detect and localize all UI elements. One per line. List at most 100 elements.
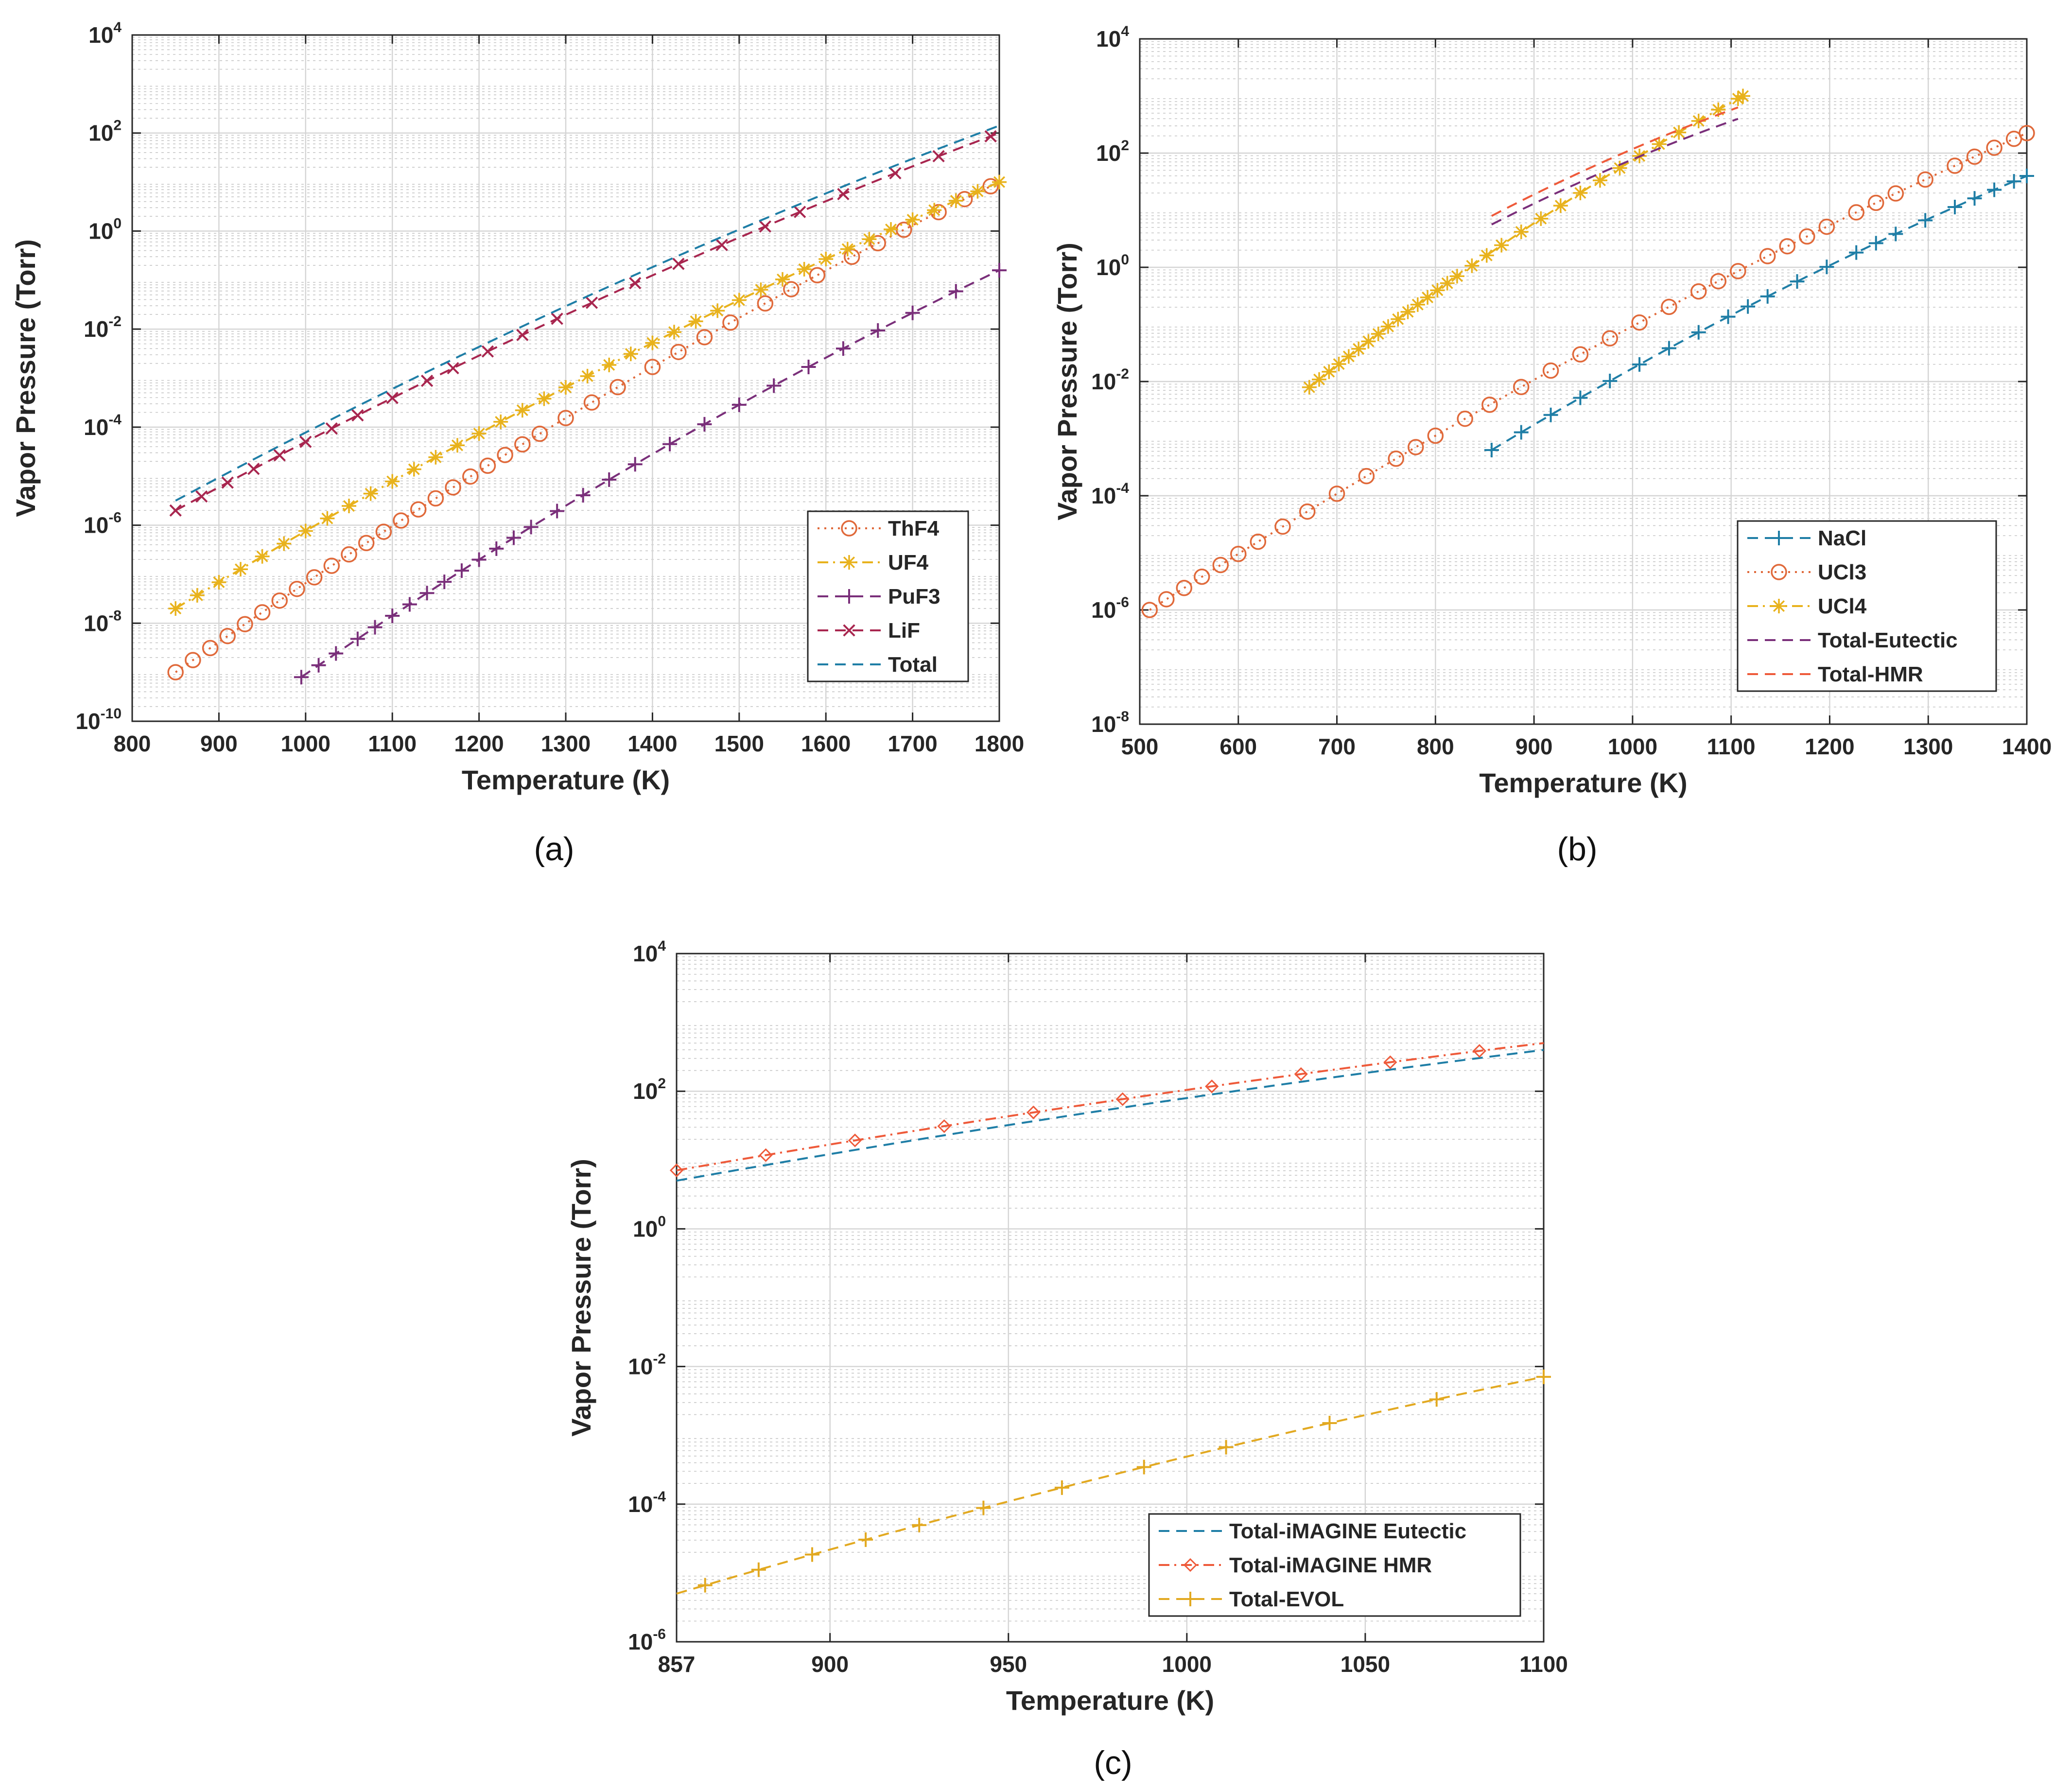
- series-uf4-marker: [927, 203, 942, 218]
- y-tick-label: 102: [1096, 138, 1129, 166]
- series-lif-marker: [386, 392, 399, 404]
- x-tick-label: 1700: [888, 731, 937, 756]
- series-thf4-marker: [219, 627, 236, 644]
- series-nacl-line: [1491, 175, 2027, 451]
- series-uf4-marker: [602, 357, 617, 372]
- series-thf4-marker: [696, 329, 713, 346]
- series-ucl3-marker: [1818, 218, 1835, 235]
- series-ucl4-marker: [1652, 137, 1667, 152]
- series-ucl3-marker: [1779, 238, 1795, 255]
- series-uf4-marker: [753, 282, 768, 297]
- series-ucl3-marker: [2019, 125, 2035, 141]
- series-puf3-marker: [731, 397, 747, 412]
- series-total-imagine-hmr-marker: [848, 1133, 862, 1148]
- series-nacl-marker: [1967, 191, 1982, 206]
- series-thf4-marker: [289, 580, 305, 597]
- series-nacl-marker: [1691, 325, 1706, 340]
- series-ucl3-marker: [1730, 263, 1746, 279]
- legend-entry: UCl3: [1818, 560, 1866, 584]
- series-ucl3-marker: [1328, 486, 1345, 502]
- series-ucl3-marker: [1966, 148, 1983, 165]
- series-nacl-marker: [1849, 245, 1864, 260]
- legend-swatch-marker: [843, 624, 855, 637]
- series-ucl4-marker: [1730, 91, 1745, 106]
- series-ucl4-marker: [1430, 283, 1445, 298]
- series-nacl-marker: [1484, 443, 1499, 457]
- y-tick-label: 10-8: [1091, 709, 1129, 737]
- x-axis-label: Temperature (K): [462, 765, 670, 795]
- panel-label-b: (b): [1557, 831, 1597, 868]
- series-thf4-marker: [202, 640, 219, 657]
- series-ucl4-marker: [1494, 238, 1509, 253]
- plot-frame: [676, 953, 1545, 1643]
- series-uf4-marker: [385, 474, 400, 489]
- series-ucl4-marker: [1514, 224, 1529, 239]
- series-ucl4-marker: [1592, 173, 1607, 188]
- series-thf4-marker: [497, 447, 513, 463]
- series-ucl4-marker: [1464, 258, 1480, 273]
- series-nacl-marker: [1868, 236, 1883, 251]
- series-total-imagine-eutectic-line: [676, 1049, 1544, 1182]
- legend-entry: PuF3: [888, 585, 940, 609]
- series-ucl3-marker: [1274, 518, 1291, 535]
- y-tick-label: 10-4: [1091, 480, 1129, 508]
- legend-swatch-marker: [1183, 1558, 1198, 1572]
- y-tick-label: 10-6: [84, 510, 122, 538]
- series-puf3-marker: [992, 263, 1007, 278]
- series-lif-marker: [481, 345, 494, 358]
- series-nacl-marker: [1987, 182, 2002, 197]
- series-total-imagine-hmr-marker: [759, 1148, 773, 1162]
- series-ucl3-marker: [1759, 248, 1776, 264]
- series-ucl4-marker: [1351, 341, 1366, 356]
- series-ucl4-marker: [1302, 380, 1317, 395]
- x-tick-label: 1000: [1608, 734, 1657, 759]
- series-total-imagine-hmr-marker: [1383, 1055, 1397, 1069]
- x-tick-label: 1400: [2002, 734, 2052, 759]
- series-thf4-marker: [531, 425, 548, 442]
- x-tick-label: 1600: [801, 731, 851, 756]
- series-ucl4-marker: [1711, 102, 1726, 117]
- series-uf4-marker: [471, 426, 487, 441]
- series-total-evol-marker: [858, 1532, 873, 1547]
- series-uf4-marker: [905, 212, 920, 227]
- series-ucl3-marker: [1602, 330, 1618, 347]
- series-nacl-marker: [1632, 357, 1647, 372]
- series-lif-marker: [984, 130, 997, 143]
- series-total-evol-marker: [751, 1562, 766, 1577]
- series-ucl3-line: [1149, 132, 2027, 611]
- series-uf4-marker: [255, 549, 270, 564]
- legend-swatch-marker: [841, 520, 857, 537]
- series-lif-marker: [585, 296, 598, 309]
- series-thf4-marker: [341, 546, 357, 563]
- series-thf4-marker: [306, 569, 323, 586]
- series-total-evol-marker: [1536, 1369, 1551, 1384]
- series-uf4-marker: [537, 391, 552, 406]
- series-ucl3-marker: [1572, 346, 1589, 363]
- series-nacl-marker: [1721, 309, 1736, 324]
- x-tick-label: 1500: [714, 731, 764, 756]
- panel-a: 10-10 10-8 10-6 10-4 10-2 100 102 104 800 900 1000…: [10, 19, 1024, 795]
- series-puf3-marker: [697, 417, 712, 432]
- legend-entry: NaCl: [1818, 526, 1866, 550]
- series-thf4-marker: [167, 664, 184, 680]
- series-puf3-marker: [948, 284, 963, 299]
- series-ucl3-marker: [1947, 157, 1963, 174]
- y-tick-label: 10-2: [84, 313, 122, 342]
- series-nacl-marker: [1741, 299, 1756, 314]
- series-ucl3-marker: [1230, 545, 1247, 562]
- x-tick-label: 1100: [1519, 1652, 1568, 1677]
- series-ucl3-marker: [1661, 298, 1677, 315]
- series-ucl4-marker: [1331, 357, 1346, 372]
- series-total-evol-marker: [976, 1500, 991, 1515]
- series-ucl3-marker: [1887, 185, 1904, 202]
- series-thf4-marker: [783, 281, 800, 297]
- series-uf4-marker: [406, 462, 421, 477]
- y-axis-label: Vapor Pressure (Torr): [1052, 243, 1082, 521]
- x-tick-label: 900: [1515, 734, 1553, 759]
- series-nacl-marker: [2006, 174, 2021, 189]
- y-tick-label: 100: [1096, 252, 1129, 280]
- series-nacl-marker: [1602, 373, 1618, 388]
- series-ucl3-marker: [1868, 194, 1884, 211]
- series-thf4-marker: [809, 267, 826, 284]
- series-lif-marker: [325, 422, 338, 435]
